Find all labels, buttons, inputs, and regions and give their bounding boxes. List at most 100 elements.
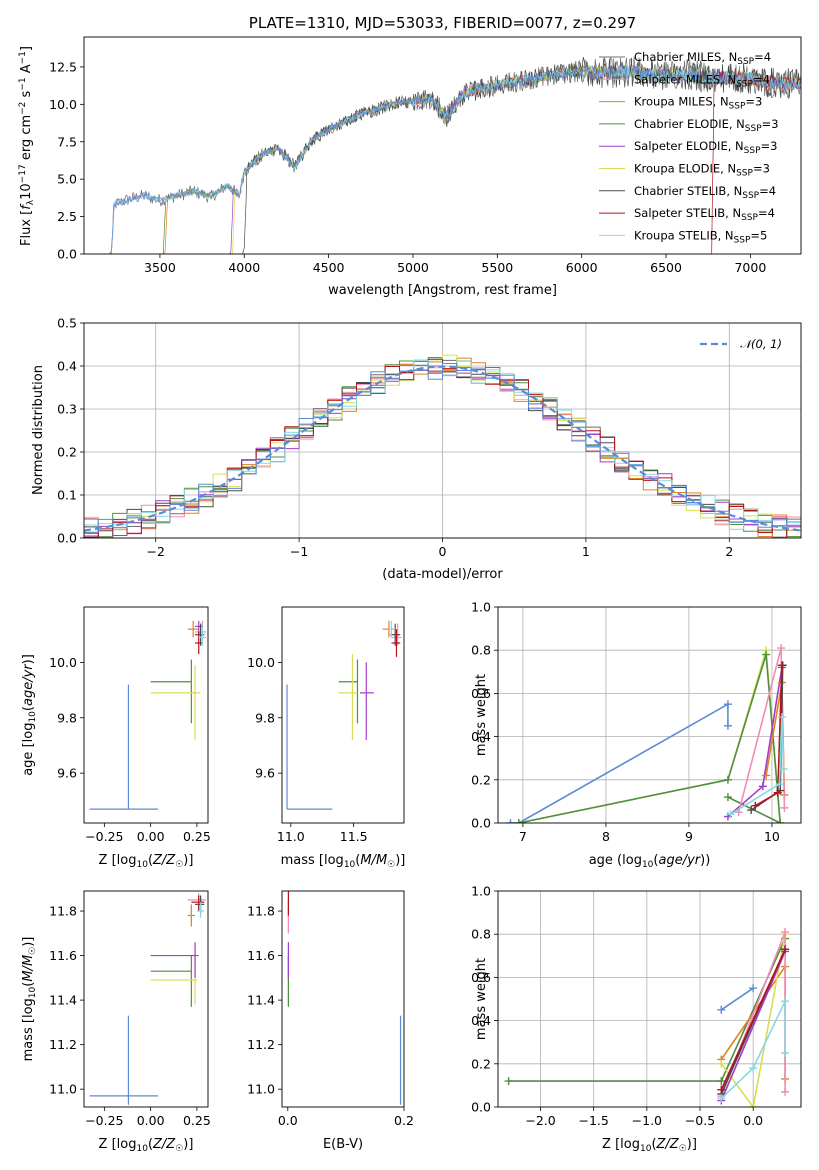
y-tick-label: 0.8 <box>471 927 491 942</box>
y-tick-label: 11.0 <box>49 1082 77 1097</box>
weight-series <box>720 1000 786 1099</box>
axes-frame <box>497 890 802 1108</box>
y-tick-label: 2.5 <box>57 209 77 224</box>
x-tick-label: 5000 <box>397 260 429 275</box>
histogram-series <box>84 354 801 531</box>
y-tick-label: 1.0 <box>471 884 491 899</box>
data-point <box>150 659 192 724</box>
legend-label: Salpeter ELODIE, NSSP=3 <box>634 139 777 156</box>
weight-marker <box>777 713 786 722</box>
data-point <box>196 902 205 918</box>
y-tick-label: 0.6 <box>471 970 491 985</box>
y-tick-label: 0.1 <box>57 488 77 503</box>
x-tick-label: −1.0 <box>632 1113 662 1128</box>
weight-marker <box>781 1049 790 1057</box>
data-point <box>286 684 333 810</box>
y-tick-label: 9.8 <box>255 710 275 725</box>
y-tick-label: 0.3 <box>57 402 77 417</box>
x-tick-label: 0.0 <box>278 1113 298 1128</box>
weight-marker <box>723 793 732 802</box>
axes-frame <box>281 890 405 1108</box>
x-tick-label: −0.25 <box>85 1113 123 1128</box>
weight-marker <box>773 788 782 797</box>
x-axis-label: E(B-V) <box>323 1137 363 1152</box>
plot-area <box>286 620 402 810</box>
weight-series <box>720 934 786 1107</box>
weight-marker <box>781 945 790 954</box>
legend-label: 𝒩(0, 1) <box>740 337 782 351</box>
x-tick-label: 9 <box>685 829 693 844</box>
x-tick-label: 0.25 <box>183 1113 211 1128</box>
y-tick-label: 0.2 <box>471 772 491 787</box>
weight-marker <box>762 771 771 780</box>
x-axis-label: Z [log10(Z/Z☉)] <box>99 853 194 870</box>
weight-marker <box>747 806 756 815</box>
x-tick-label: 10 <box>764 829 780 844</box>
y-tick-label: 1.0 <box>471 600 491 615</box>
y-tick-label: 11.8 <box>247 904 275 919</box>
weight-marker <box>749 1103 758 1107</box>
weight-marker <box>723 721 732 730</box>
y-tick-label: 9.6 <box>255 766 275 781</box>
data-point <box>150 665 201 740</box>
data-point <box>387 620 396 638</box>
panel-spectrum: 3500 4000 4500 5000 5500 6000 6500 7000 0.0 2.5 5.… <box>18 14 802 298</box>
axes-frame <box>281 606 405 824</box>
data-point <box>338 654 358 740</box>
weight-series <box>720 951 786 1101</box>
axes-frame <box>497 606 802 824</box>
legend: 𝒩(0, 1) <box>700 337 782 351</box>
data-point <box>191 895 205 912</box>
data-point <box>195 631 203 655</box>
x-axis-label: Z [log10(Z/Z☉)] <box>602 1137 697 1154</box>
y-tick-label: 11.4 <box>247 993 275 1008</box>
weight-marker <box>723 700 732 709</box>
weight-series <box>729 717 785 816</box>
y-tick-label: 11.6 <box>247 948 275 963</box>
y-axis-label: mass [log10(M/M☉)] <box>21 937 38 1062</box>
axes-frame <box>83 890 209 1108</box>
weight-marker <box>781 1087 790 1096</box>
y-tick-label: 0.8 <box>471 643 491 658</box>
legend-label: Salpeter MILES, NSSP=4 <box>634 72 770 89</box>
x-axis-label: wavelength [Angstrom, rest frame] <box>328 283 557 298</box>
weight-series <box>510 702 729 823</box>
panel-residual_histogram: −2 −1 0 1 2 0.0 0.1 0.2 0.3 0.4 0.5 (data-model)/er… <box>31 316 802 582</box>
y-tick-label: 12.5 <box>49 59 77 74</box>
y-tick-label: 0.2 <box>471 1056 491 1071</box>
weight-marker <box>717 1077 726 1086</box>
weight-marker <box>749 984 758 993</box>
weight-marker <box>779 765 788 773</box>
histogram-series <box>84 363 801 533</box>
x-tick-label: 5500 <box>481 260 513 275</box>
y-tick-label: 11.2 <box>247 1037 275 1052</box>
gaussian-curve <box>84 365 801 532</box>
y-tick-label: 10.0 <box>247 655 275 670</box>
x-tick-label: −2 <box>146 544 164 559</box>
data-point <box>187 904 196 927</box>
y-tick-label: 11.4 <box>49 993 77 1008</box>
x-tick-label: 1 <box>582 544 590 559</box>
y-tick-label: 0.6 <box>471 686 491 701</box>
weight-series <box>518 654 782 823</box>
x-axis-label: mass [log10(M/M☉)] <box>281 853 406 870</box>
plot-area <box>498 607 801 823</box>
x-tick-label: 11.5 <box>340 829 368 844</box>
weight-marker <box>723 775 732 784</box>
axes-frame <box>83 606 209 824</box>
x-tick-label: 11.0 <box>277 829 305 844</box>
plot-area <box>109 56 801 254</box>
x-tick-label: 0.00 <box>137 829 165 844</box>
y-tick-label: 0.0 <box>57 247 77 262</box>
data-point <box>198 626 207 646</box>
x-tick-label: 7 <box>519 829 527 844</box>
x-tick-label: 3500 <box>144 260 176 275</box>
panel-mass_vs_EBV: 0.0 0.2 11.0 11.2 11.4 11.6 11.8 E(B-V) <box>247 890 414 1152</box>
legend-label: Kroupa ELODIE, NSSP=3 <box>634 162 770 179</box>
x-tick-label: 2 <box>725 544 733 559</box>
y-tick-label: 9.6 <box>57 766 77 781</box>
x-axis-label: age (log10(age/yr)) <box>589 853 711 870</box>
weight-marker <box>758 782 767 791</box>
weight-marker <box>504 1077 513 1086</box>
